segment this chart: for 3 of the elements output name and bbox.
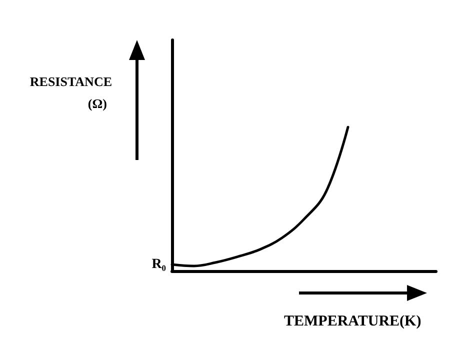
text: R₀	[152, 257, 166, 272]
y-axis-title: RESISTANCE (Ω)	[30, 74, 112, 111]
x-axis-title: TEMPERATURE(K)	[284, 314, 422, 330]
